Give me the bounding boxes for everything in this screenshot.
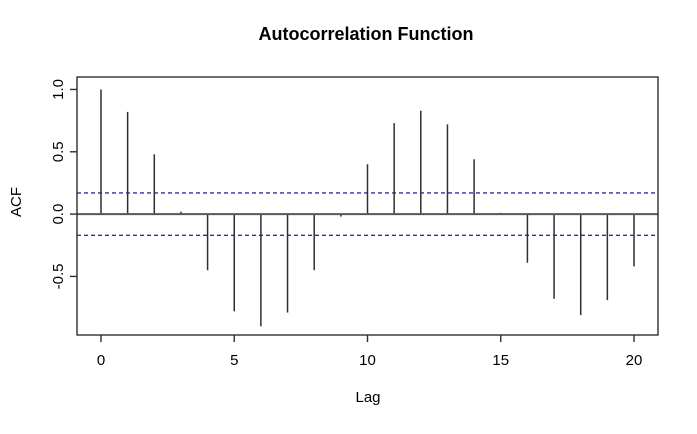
x-tick-label: 5 xyxy=(230,352,238,369)
x-axis-title: Lag xyxy=(355,389,380,406)
y-tick-label: 1.0 xyxy=(50,79,67,100)
chart-title: Autocorrelation Function xyxy=(259,24,474,44)
x-tick-label: 10 xyxy=(359,352,376,369)
plot-area: 0 5 10 15 20 1.0 0.5 0.0 -0.5 xyxy=(50,76,659,369)
x-tick-label: 15 xyxy=(492,352,509,369)
x-tick-label: 0 xyxy=(97,352,105,369)
y-tick-label: 0.5 xyxy=(50,141,67,162)
y-tick-label: -0.5 xyxy=(50,263,67,289)
y-tick-label: 0.0 xyxy=(50,204,67,225)
y-axis-title: ACF xyxy=(8,187,25,217)
x-tick-label: 20 xyxy=(626,352,643,369)
